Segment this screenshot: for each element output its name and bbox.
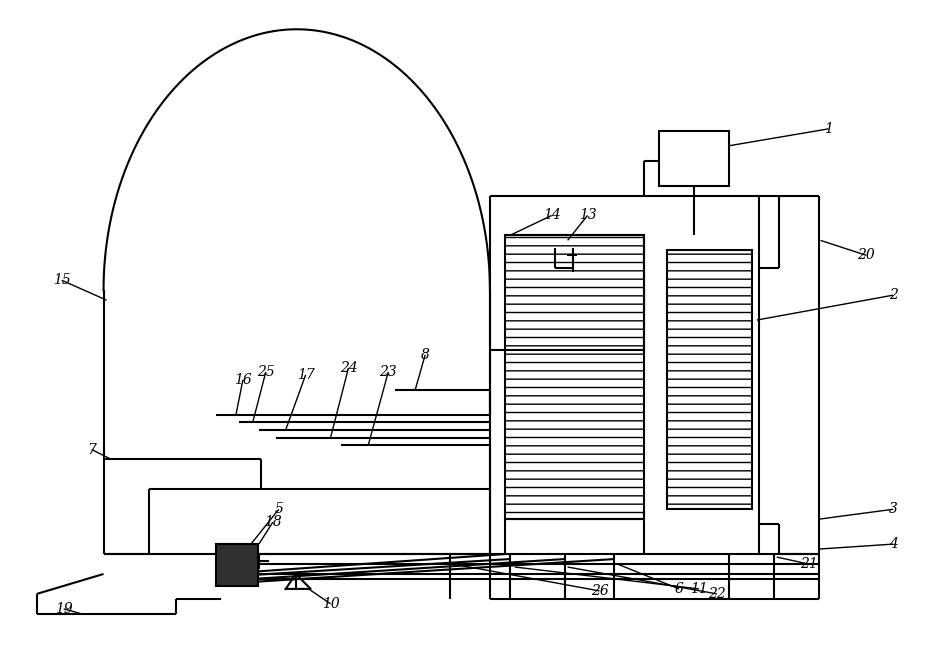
Text: 20: 20 (857, 248, 875, 262)
Text: 7: 7 (87, 442, 96, 457)
Text: 25: 25 (257, 365, 275, 379)
Text: 18: 18 (264, 515, 281, 529)
Text: 10: 10 (322, 597, 339, 611)
Text: 26: 26 (591, 584, 609, 598)
Text: 22: 22 (708, 587, 726, 601)
Text: 6: 6 (675, 582, 683, 596)
Text: 23: 23 (380, 365, 397, 379)
Text: 16: 16 (234, 373, 252, 387)
Text: 1: 1 (824, 122, 833, 136)
Text: 13: 13 (579, 208, 597, 222)
Text: 2: 2 (889, 288, 898, 302)
Bar (216, 544, 258, 586)
Text: 24: 24 (339, 361, 357, 375)
Text: 15: 15 (53, 273, 70, 288)
Text: 14: 14 (543, 208, 560, 222)
Text: 11: 11 (690, 582, 708, 596)
Text: 17: 17 (296, 368, 314, 382)
Text: 3: 3 (889, 502, 898, 516)
Text: 5: 5 (274, 502, 283, 516)
Bar (505, 236, 644, 519)
Text: 8: 8 (421, 348, 429, 362)
Bar (659, 131, 729, 186)
Text: 4: 4 (889, 537, 898, 551)
Bar (668, 250, 752, 509)
Text: 19: 19 (55, 602, 73, 616)
Text: 21: 21 (799, 557, 817, 571)
